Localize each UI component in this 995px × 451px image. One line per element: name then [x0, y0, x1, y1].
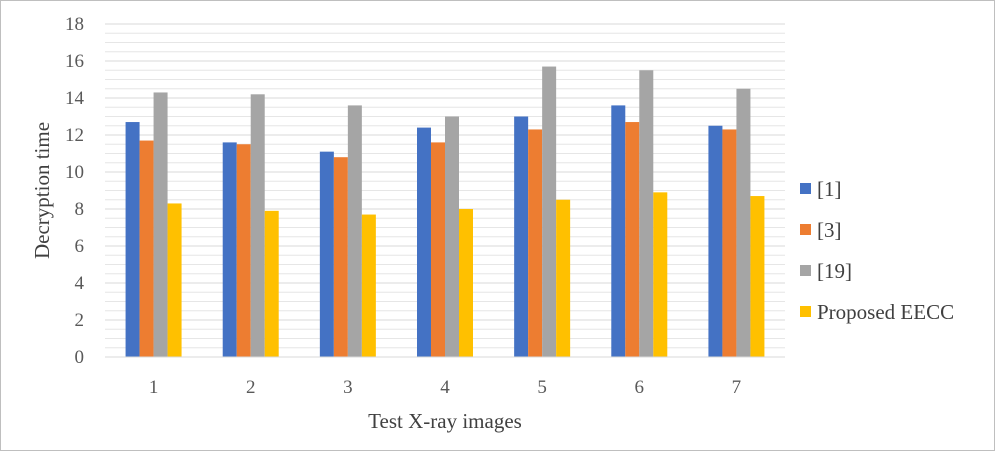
bar — [625, 122, 640, 357]
bar — [708, 125, 723, 357]
bar — [445, 116, 459, 357]
bar — [333, 157, 348, 357]
y-tick-label: 2 — [75, 310, 85, 331]
bar — [139, 140, 154, 357]
legend-label: Proposed EECC — [817, 300, 954, 324]
y-tick-label: 8 — [75, 199, 85, 220]
x-tick-label: 3 — [343, 377, 353, 398]
bar — [736, 88, 751, 357]
x-tick-label: 4 — [440, 377, 450, 398]
bar — [222, 142, 237, 357]
bar — [264, 210, 279, 357]
y-tick-label: 10 — [65, 162, 84, 183]
bar — [167, 203, 182, 357]
y-tick-label: 16 — [65, 51, 84, 72]
x-axis-ticks: 1 2 3 4 5 6 7 — [149, 377, 741, 398]
bar — [153, 92, 168, 357]
legend-swatch — [800, 224, 811, 235]
x-tick-label: 1 — [149, 377, 159, 398]
x-tick-label: 6 — [635, 377, 645, 398]
legend-label: [19] — [817, 259, 852, 283]
bar — [611, 105, 626, 358]
y-tick-label: 14 — [65, 88, 85, 109]
x-axis-title: Test X-ray images — [368, 409, 522, 433]
bar — [514, 116, 529, 357]
bar — [417, 127, 431, 357]
legend-swatch — [800, 306, 811, 317]
y-axis-title: Decryption time — [30, 122, 54, 259]
legend-label: [1] — [817, 177, 842, 201]
x-tick-label: 7 — [732, 377, 742, 398]
bar — [722, 129, 737, 357]
bar — [431, 142, 445, 357]
legend-swatch — [800, 265, 811, 276]
bar — [459, 209, 473, 357]
bar — [361, 214, 376, 357]
y-tick-label: 18 — [65, 14, 84, 35]
y-tick-label: 4 — [75, 273, 85, 294]
y-tick-label: 0 — [75, 347, 85, 368]
bar — [750, 196, 765, 357]
y-tick-label: 6 — [75, 236, 85, 257]
bar — [347, 105, 362, 358]
bar — [250, 94, 265, 358]
x-tick-label: 5 — [537, 377, 547, 398]
y-tick-label: 12 — [65, 125, 84, 146]
bar — [556, 199, 571, 357]
bar — [319, 151, 334, 357]
legend-swatch — [800, 183, 811, 194]
bar — [528, 129, 543, 357]
bar — [125, 122, 140, 357]
legend-label: [3] — [817, 218, 842, 242]
legend: [1] [3] [19] Proposed EECC — [800, 177, 954, 324]
bar — [653, 192, 668, 357]
x-tick-label: 2 — [246, 377, 256, 398]
bar — [542, 66, 557, 358]
bar — [236, 144, 251, 357]
bars — [125, 66, 765, 358]
y-axis-ticks: 0 2 4 6 8 10 12 14 16 18 — [65, 14, 85, 368]
bar — [639, 70, 654, 357]
